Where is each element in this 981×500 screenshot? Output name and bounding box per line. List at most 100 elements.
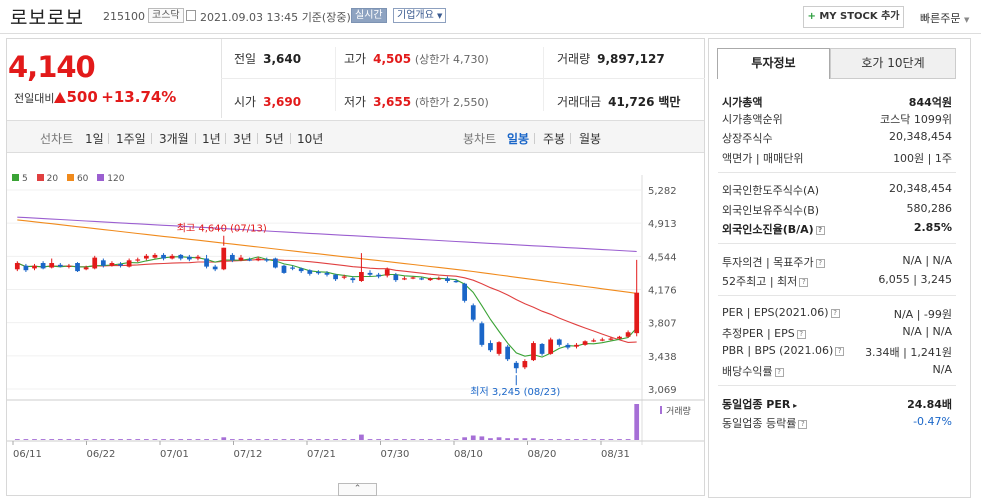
help-icon[interactable]: ? — [798, 420, 808, 429]
candle-body[interactable] — [92, 257, 98, 269]
candle-body[interactable] — [367, 272, 373, 275]
candle-body[interactable] — [75, 263, 80, 272]
candle-body[interactable] — [556, 339, 562, 345]
candle-body[interactable] — [316, 272, 321, 274]
candle-body[interactable] — [307, 270, 313, 274]
candle-body[interactable] — [126, 260, 132, 267]
candle-monthly[interactable]: 월봉 — [579, 132, 602, 146]
candle-body[interactable] — [402, 278, 407, 280]
help-icon[interactable]: ? — [815, 226, 825, 235]
candle-body[interactable] — [513, 362, 519, 369]
help-icon[interactable]: ? — [835, 347, 845, 356]
candle-body[interactable] — [23, 265, 29, 271]
candle-body[interactable] — [100, 260, 106, 266]
candle-body[interactable] — [470, 305, 476, 320]
candle-body[interactable] — [14, 263, 20, 270]
candle-body[interactable] — [195, 256, 201, 259]
add-my-stock-button[interactable]: + MY STOCK 추가 — [803, 6, 904, 28]
candle-body[interactable] — [522, 361, 528, 368]
candle-body[interactable] — [118, 263, 123, 266]
candle-weekly[interactable]: 주봉 — [543, 132, 566, 146]
tab-orderbook[interactable]: 호가 10단계 — [830, 48, 956, 79]
candle-body[interactable] — [212, 266, 218, 270]
candle-body[interactable] — [83, 267, 89, 270]
candle-body[interactable] — [109, 263, 115, 266]
candle-body[interactable] — [324, 272, 330, 275]
candle-body[interactable] — [247, 259, 252, 261]
candle-body[interactable] — [333, 274, 338, 280]
help-icon[interactable]: ? — [774, 368, 784, 377]
candlestick-chart[interactable]: 5,282 4,913 4,544 4,176 3,807 3,438 3,069 최고 4,… — [7, 155, 704, 487]
candle-body[interactable] — [599, 339, 605, 341]
candle-body[interactable] — [143, 255, 149, 259]
candle-body[interactable] — [634, 292, 640, 334]
candle-body[interactable] — [161, 254, 166, 259]
candle-body[interactable] — [238, 257, 244, 261]
candle-body[interactable] — [290, 267, 295, 269]
candle-body[interactable] — [298, 268, 304, 272]
candle-body[interactable] — [591, 340, 597, 342]
period-5y[interactable]: 5년 — [265, 132, 284, 146]
candle-body[interactable] — [574, 344, 579, 347]
candle-body[interactable] — [40, 263, 46, 269]
candle-body[interactable] — [617, 336, 622, 339]
candle-body[interactable] — [49, 263, 55, 268]
collapse-chart-button[interactable]: ⌃ — [338, 483, 377, 496]
candle-body[interactable] — [359, 272, 364, 282]
period-3y[interactable]: 3년 — [233, 132, 252, 146]
candle-body[interactable] — [608, 338, 614, 340]
candle-body[interactable] — [419, 278, 424, 280]
candle-body[interactable] — [582, 341, 588, 345]
candle-body[interactable] — [393, 274, 399, 281]
candle-body[interactable] — [66, 265, 72, 267]
candle-body[interactable] — [539, 343, 545, 354]
quick-order-dropdown[interactable]: 빠른주문 ▼ — [920, 12, 970, 25]
candle-body[interactable] — [625, 332, 631, 337]
candle-body[interactable] — [479, 323, 485, 345]
candle-body[interactable] — [427, 278, 433, 281]
candle-body[interactable] — [135, 259, 141, 261]
candle-body[interactable] — [32, 265, 37, 269]
candle-body[interactable] — [255, 258, 261, 261]
candle-body[interactable] — [152, 254, 158, 258]
candle-body[interactable] — [496, 342, 502, 354]
candle-body[interactable] — [57, 264, 63, 267]
help-icon[interactable]: ? — [815, 259, 825, 268]
candle-body[interactable] — [169, 255, 175, 259]
candle-body[interactable] — [281, 265, 287, 273]
period-3m[interactable]: 3개월 — [159, 132, 189, 146]
help-icon[interactable]: ? — [796, 330, 806, 339]
candle-body[interactable] — [565, 344, 571, 348]
candle-body[interactable] — [204, 258, 209, 267]
candle-body[interactable] — [221, 247, 227, 270]
candle-body[interactable] — [230, 254, 235, 261]
candle-body[interactable] — [178, 254, 184, 259]
tab-invest-info[interactable]: 투자정보 — [717, 48, 830, 79]
candle-body[interactable] — [384, 269, 390, 276]
candle-body[interactable] — [488, 343, 493, 351]
candle-body[interactable] — [548, 339, 554, 354]
candle-body[interactable] — [436, 278, 442, 280]
realtime-badge[interactable]: 실시간 — [351, 8, 387, 23]
candle-daily[interactable]: 일봉 — [507, 132, 530, 146]
candle-body[interactable] — [531, 343, 536, 361]
candle-body[interactable] — [376, 274, 381, 277]
period-10y[interactable]: 10년 — [297, 132, 324, 146]
period-1y[interactable]: 1년 — [202, 132, 221, 146]
candle-body[interactable] — [273, 258, 278, 268]
candle-body[interactable] — [410, 277, 416, 279]
candle-body[interactable] — [341, 276, 347, 278]
candle-body[interactable] — [445, 278, 450, 282]
company-overview-dropdown[interactable]: 기업개요 ▼ — [393, 8, 447, 23]
period-1w[interactable]: 1주일 — [116, 132, 146, 146]
candle-body[interactable] — [264, 259, 270, 261]
candle-body[interactable] — [350, 278, 356, 281]
help-icon[interactable]: ? — [830, 309, 840, 318]
candle-body[interactable] — [505, 346, 511, 360]
period-1d[interactable]: 1일 — [85, 132, 104, 146]
candle-body[interactable] — [186, 256, 192, 260]
candle-body[interactable] — [462, 283, 468, 301]
volume-bar — [83, 439, 89, 440]
candle-body[interactable] — [453, 281, 459, 283]
help-icon[interactable]: ? — [799, 278, 809, 287]
